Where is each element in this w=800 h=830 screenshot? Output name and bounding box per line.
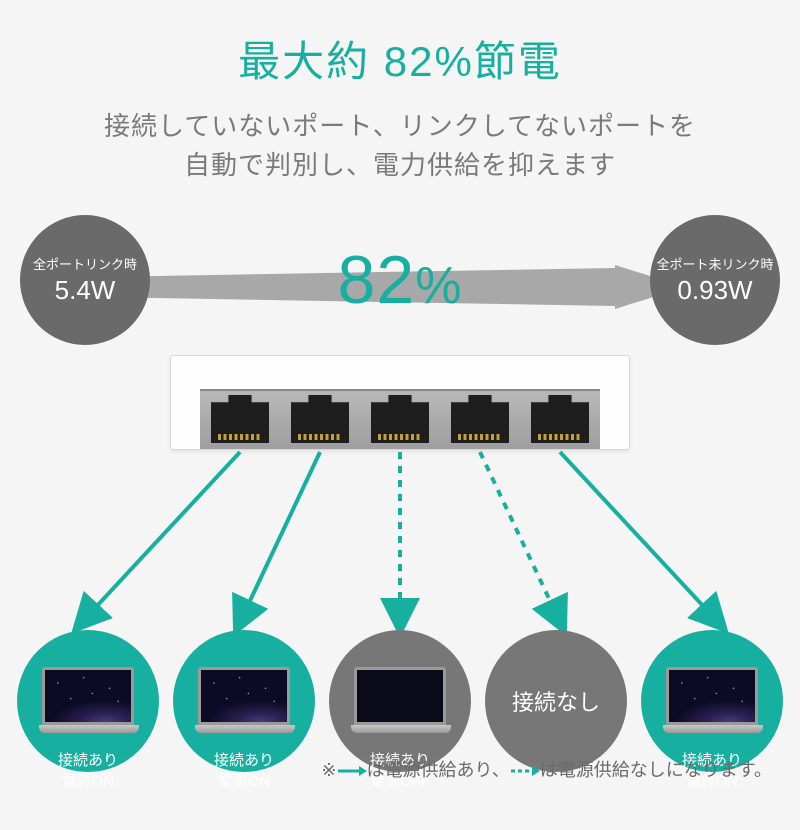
ethernet-port xyxy=(451,395,509,443)
device-column: 接続あり電源ON xyxy=(172,630,317,830)
laptop-base xyxy=(663,725,763,733)
device-status-label: 接続あり電源ON xyxy=(172,750,317,792)
network-switch xyxy=(170,355,630,450)
metrics-row: 全ポートリンク時 5.4W 82% 全ポート未リンク時 0.93W xyxy=(0,205,800,355)
no-connection-label: 接続なし xyxy=(512,685,600,717)
badge-all-unlinked: 全ポート未リンク時 0.93W xyxy=(650,215,780,345)
ethernet-port xyxy=(531,395,589,443)
device-circle: 接続なし xyxy=(485,630,627,772)
device-column: 接続あり電源OFF xyxy=(328,630,473,830)
laptop-screen xyxy=(666,667,758,725)
laptop-screen xyxy=(42,667,134,725)
footnote-dashed-text: は電源供給なしになります。 xyxy=(540,760,772,780)
main-title: 最大約 82%節電 xyxy=(0,0,800,89)
ethernet-port xyxy=(371,395,429,443)
device-column: 接続あり電源ON xyxy=(16,630,161,830)
badge-left-value: 5.4W xyxy=(55,275,116,306)
connection-arrow-solid xyxy=(240,452,320,622)
laptop-icon xyxy=(663,667,761,735)
laptop-screen xyxy=(354,667,446,725)
devices-row: 接続あり電源ON接続あり電源ON接続あり電源OFF接続なし接続あり電源ON xyxy=(0,630,800,830)
badge-left-label: 全ポートリンク時 xyxy=(33,254,137,273)
footnote: ※ は電源供給あり、 は電源供給なしになります。 xyxy=(321,756,772,782)
center-percent: 82% xyxy=(338,241,463,319)
connections-svg xyxy=(0,450,800,640)
legend-arrow-solid xyxy=(337,765,367,777)
footnote-solid-text: は電源供給あり、 xyxy=(367,760,510,780)
laptop-icon xyxy=(195,667,293,735)
connection-arrow-dashed xyxy=(480,452,560,622)
device-column: 接続あり電源ON xyxy=(640,630,785,830)
subtitle-line1: 接続していないポート、リンクしてないポートを xyxy=(104,111,696,141)
connection-arrow-solid xyxy=(560,452,718,622)
laptop-icon xyxy=(351,667,449,735)
ethernet-port xyxy=(291,395,349,443)
laptop-base xyxy=(351,725,451,733)
laptop-icon xyxy=(39,667,137,735)
badge-right-value: 0.93W xyxy=(677,275,752,306)
badge-all-linked: 全ポートリンク時 5.4W xyxy=(20,215,150,345)
port-strip xyxy=(200,389,600,449)
connection-arrow-solid xyxy=(82,452,240,622)
subtitle-line2: 自動で判別し、電力供給を抑えます xyxy=(184,150,616,180)
footnote-prefix: ※ xyxy=(321,760,336,780)
connection-arrows xyxy=(0,450,800,630)
title-text: 最大約 82%節電 xyxy=(238,38,562,85)
device-column: 接続なし xyxy=(484,630,629,830)
badge-right-label: 全ポート未リンク時 xyxy=(656,254,773,273)
laptop-base xyxy=(195,725,295,733)
device-status-label: 接続あり電源ON xyxy=(16,750,161,792)
laptop-screen xyxy=(198,667,290,725)
laptop-base xyxy=(39,725,139,733)
legend-arrow-dashed xyxy=(510,765,540,777)
subtitle: 接続していないポート、リンクしてないポートを 自動で判別し、電力供給を抑えます xyxy=(0,107,800,185)
ethernet-port xyxy=(211,395,269,443)
percent-suffix: % xyxy=(415,257,462,315)
percent-number: 82 xyxy=(338,242,416,318)
